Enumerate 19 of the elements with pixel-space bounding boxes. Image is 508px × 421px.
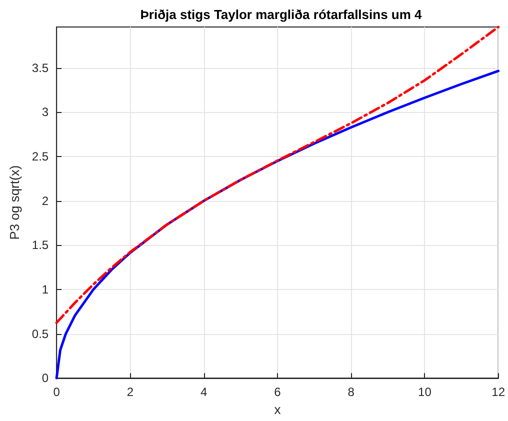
y-tick-label: 3: [42, 105, 49, 120]
line-series: [55, 26, 500, 324]
y-axis-title: P3 og sqrt(x): [7, 165, 22, 240]
y-tick-label: 0.5: [32, 326, 49, 341]
x-tick-label: 10: [418, 385, 432, 400]
chart-title: Þriðja stigs Taylor margliða rótarfallsins um 4: [140, 7, 423, 22]
x-tick-label: 0: [53, 385, 60, 400]
x-tick-label: 12: [492, 385, 506, 400]
x-tick-label: 6: [274, 385, 282, 400]
y-tick-label: 1: [42, 282, 49, 296]
y-tick-label: 1.5: [32, 238, 49, 252]
y-tick-label: 3.5: [32, 60, 49, 75]
x-tick-label: 4: [200, 385, 208, 400]
y-tick-label: 0: [42, 371, 49, 386]
x-tick-label: 2: [126, 385, 134, 400]
x-tick-label: 8: [348, 385, 355, 400]
y-tick-label: 2: [42, 194, 49, 208]
y-tick-label: 2.5: [32, 149, 49, 164]
x-axis-title: x: [274, 402, 282, 417]
